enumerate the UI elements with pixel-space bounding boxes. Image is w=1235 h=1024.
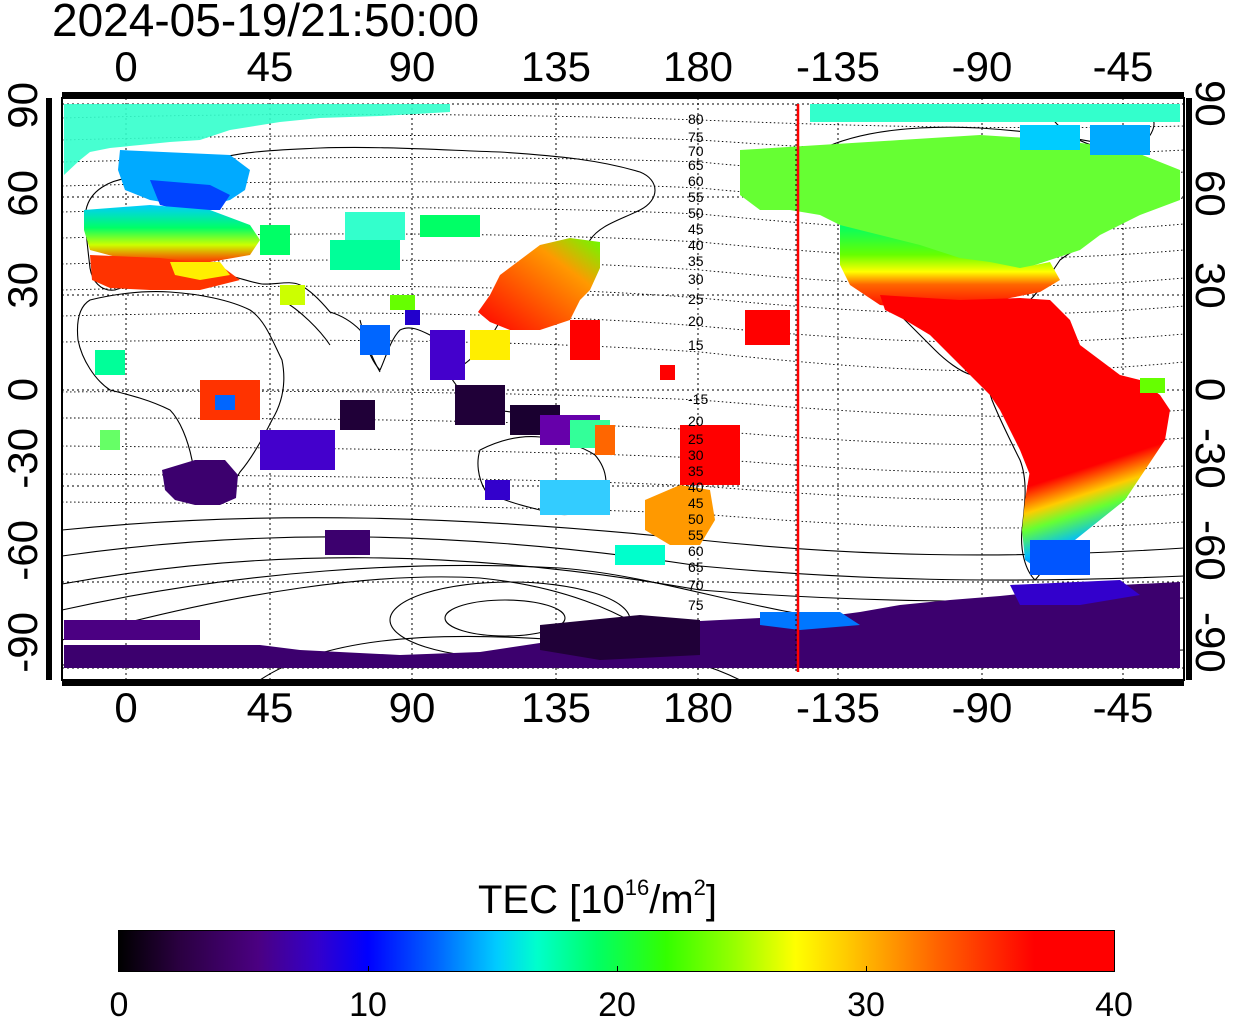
bottom-lon-tick-45: 45: [246, 684, 294, 731]
right-lat-tick-0: 0: [1187, 377, 1234, 401]
mlat-label: 70: [688, 143, 704, 159]
bottom-axis-bar: [62, 680, 1184, 686]
right-lat-tick-minus90: -90: [1187, 612, 1234, 673]
colorbar-title: TEC [1016/m2]: [478, 875, 718, 922]
mlat-label: 60: [688, 543, 704, 559]
tec-colorbar: [118, 930, 1115, 972]
bottom-lon-tick-minus135: -135: [795, 684, 881, 731]
tec-world-map: 80 75 70 65 60 55 50 45 40 35 30 25 20 1…: [46, 92, 1192, 686]
top-lon-tick-90: 90: [388, 43, 436, 90]
mlat-label: 25: [688, 291, 704, 307]
top-lon-tick-minus90: -90: [951, 43, 1013, 90]
bottom-lon-tick-minus45: -45: [1092, 684, 1154, 731]
top-lon-tick-135: 135: [520, 43, 592, 90]
right-lat-tick-30: 30: [1187, 262, 1234, 309]
mlat-label: 35: [688, 463, 704, 479]
mlat-label: 65: [688, 559, 704, 575]
colorbar-tick-0: 0: [109, 986, 129, 1024]
top-lon-tick-0: 0: [114, 43, 138, 90]
mlat-label: 70: [688, 577, 704, 593]
mlat-labels: 80 75 70 65 60 55 50 45 40 35 30 25 20 1…: [688, 111, 708, 613]
right-axis-bar: [1186, 98, 1192, 680]
mlat-label: 45: [688, 495, 704, 511]
tec-patches-eastasia: [430, 238, 615, 515]
mlat-label: 65: [688, 157, 704, 173]
tec-patches-africa: [95, 350, 375, 555]
map-timestamp: 2024-05-19/21:50:00: [52, 0, 480, 46]
mlat-label: 75: [688, 597, 704, 613]
mlat-label: 75: [688, 129, 704, 145]
bottom-lon-tick-0: 0: [114, 684, 138, 731]
mlat-label: 55: [688, 189, 704, 205]
right-lat-tick-minus30: -30: [1187, 428, 1234, 489]
tec-patches-antarctic: [64, 580, 1180, 668]
top-lon-tick-45: 45: [246, 43, 294, 90]
colorbar-tick-40: 40: [1095, 986, 1133, 1024]
colorbar-tick-mark: [866, 966, 867, 972]
bottom-lon-tick-180: 180: [662, 684, 734, 731]
right-lat-tick-90: 90: [1187, 80, 1234, 127]
left-axis-bar: [46, 98, 52, 680]
mlat-label: -15: [688, 391, 708, 407]
tec-patches-americas: [740, 104, 1180, 575]
top-axis-bar: [62, 92, 1184, 98]
top-lon-tick-minus45: -45: [1092, 43, 1154, 90]
mlat-label: 60: [688, 173, 704, 189]
mlat-label: 50: [688, 511, 704, 527]
tec-patches-pacific: [615, 310, 790, 565]
bottom-lon-tick-90: 90: [388, 684, 436, 731]
mlat-label: 40: [688, 479, 704, 495]
mlat-label: 15: [688, 337, 704, 353]
colorbar-tick-20: 20: [598, 986, 636, 1024]
bottom-lon-tick-135: 135: [520, 684, 592, 731]
mlat-label: 40: [688, 237, 704, 253]
bottom-lon-tick-minus90: -90: [951, 684, 1013, 731]
right-lat-tick-60: 60: [1187, 170, 1234, 217]
colorbar-tick-mark: [617, 966, 618, 972]
mlat-label: 30: [688, 271, 704, 287]
mlat-label: 30: [688, 447, 704, 463]
mlat-label: 20: [688, 413, 704, 429]
right-lat-tick-minus60: -60: [1187, 520, 1234, 581]
mlat-label: 80: [688, 111, 704, 127]
mlat-label: 25: [688, 431, 704, 447]
mlat-label: 55: [688, 527, 704, 543]
colorbar-tick-10: 10: [349, 986, 387, 1024]
top-lon-tick-180: 180: [662, 43, 734, 90]
mlat-label: 50: [688, 205, 704, 221]
colorbar-tick-30: 30: [847, 986, 885, 1024]
mlat-label: 35: [688, 253, 704, 269]
mlat-label: 20: [688, 313, 704, 329]
tec-patches-eurasia: [64, 104, 480, 355]
colorbar-tick-mark: [368, 966, 369, 972]
mlat-label: 45: [688, 221, 704, 237]
top-lon-tick-minus135: -135: [795, 43, 881, 90]
